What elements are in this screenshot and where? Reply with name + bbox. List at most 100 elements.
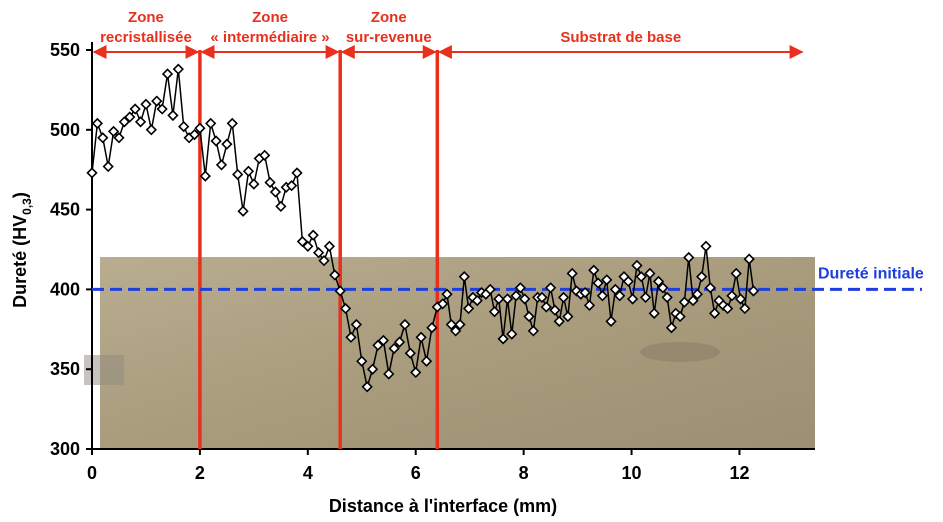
data-point <box>709 307 721 319</box>
data-point <box>151 95 163 107</box>
y-title-sub: 0,3 <box>20 198 34 215</box>
data-point <box>334 285 346 297</box>
data-point <box>557 291 570 304</box>
data-point <box>648 307 660 319</box>
data-point <box>275 200 287 213</box>
data-point <box>205 117 217 130</box>
data-point <box>631 259 643 272</box>
data-point <box>614 290 626 302</box>
zone-label: recristallisée <box>100 29 192 46</box>
data-point <box>691 288 704 300</box>
data-point <box>450 325 462 337</box>
y-tick-label: 500 <box>50 120 80 140</box>
data-point <box>747 285 760 297</box>
data-point <box>226 117 238 130</box>
data-point <box>579 286 591 299</box>
data-point <box>592 277 604 289</box>
data-point <box>553 315 565 327</box>
data-point <box>91 117 104 130</box>
y-title-end: ) <box>10 192 30 198</box>
data-point <box>86 167 98 179</box>
data-point <box>286 180 298 192</box>
data-point <box>323 240 336 252</box>
data-point <box>665 322 678 334</box>
y-tick-label: 300 <box>50 439 80 459</box>
data-point <box>704 282 716 294</box>
data-point <box>172 63 184 75</box>
data-point <box>674 310 686 323</box>
data-point <box>441 288 453 300</box>
data-point <box>566 267 578 280</box>
data-point <box>510 290 522 302</box>
data-point <box>437 298 449 310</box>
data-point <box>683 251 695 264</box>
data-point <box>739 302 751 315</box>
x-tick-label: 0 <box>87 463 97 483</box>
data-point <box>399 318 411 331</box>
data-point <box>657 282 669 294</box>
data-point <box>383 368 395 380</box>
x-tick-label: 4 <box>303 463 313 483</box>
zone-label: Zone <box>252 9 288 26</box>
data-point <box>445 318 457 331</box>
data-point <box>178 120 190 133</box>
data-point <box>726 290 738 302</box>
y-title-main: Dureté (HV <box>10 215 30 308</box>
data-point <box>312 247 325 259</box>
data-point <box>199 170 211 182</box>
data-point <box>639 291 652 304</box>
data-point <box>248 178 260 190</box>
data-point <box>140 98 152 110</box>
x-tick-label: 2 <box>195 463 205 483</box>
data-point <box>420 355 433 367</box>
data-point <box>544 282 557 294</box>
data-point <box>242 165 255 177</box>
data-point <box>129 103 141 115</box>
data-point <box>652 275 665 288</box>
data-point <box>588 264 600 276</box>
data-point <box>506 328 518 340</box>
data-point <box>678 296 691 308</box>
data-point <box>356 355 368 367</box>
data-point <box>194 122 206 134</box>
data-point <box>361 381 373 393</box>
data-point <box>366 363 379 375</box>
data-point <box>596 290 609 302</box>
data-point <box>519 293 531 305</box>
data-point <box>124 111 136 123</box>
data-point <box>562 310 574 323</box>
x-tick-label: 6 <box>411 463 421 483</box>
data-point <box>609 283 621 296</box>
data-point <box>161 68 174 80</box>
data-point <box>426 322 438 334</box>
data-point <box>134 116 147 128</box>
y-tick-label: 450 <box>50 200 80 220</box>
x-tick-label: 12 <box>729 463 749 483</box>
data-point <box>102 160 114 173</box>
reference-label: Dureté initiale <box>818 265 924 282</box>
data-point <box>97 132 109 144</box>
zone-label: Zone <box>128 9 164 26</box>
x-tick-label: 10 <box>622 463 642 483</box>
data-point <box>307 229 319 241</box>
data-point <box>404 347 416 359</box>
data-point <box>523 310 535 323</box>
data-point <box>259 149 271 161</box>
data-point <box>188 128 201 141</box>
data-point <box>700 240 712 252</box>
data-point <box>410 366 422 379</box>
data-point <box>601 274 613 286</box>
micrograph-shade <box>640 342 720 362</box>
data-point <box>296 235 309 248</box>
data-point <box>687 294 699 307</box>
y-tick-label: 400 <box>50 279 80 299</box>
data-point <box>118 116 131 128</box>
data-point <box>345 331 357 343</box>
x-axis-title: Distance à l'interface (mm) <box>329 496 557 516</box>
data-point <box>730 267 742 280</box>
data-point <box>329 269 341 281</box>
data-point <box>536 291 548 304</box>
data-point <box>156 103 168 115</box>
data-point <box>388 342 400 355</box>
